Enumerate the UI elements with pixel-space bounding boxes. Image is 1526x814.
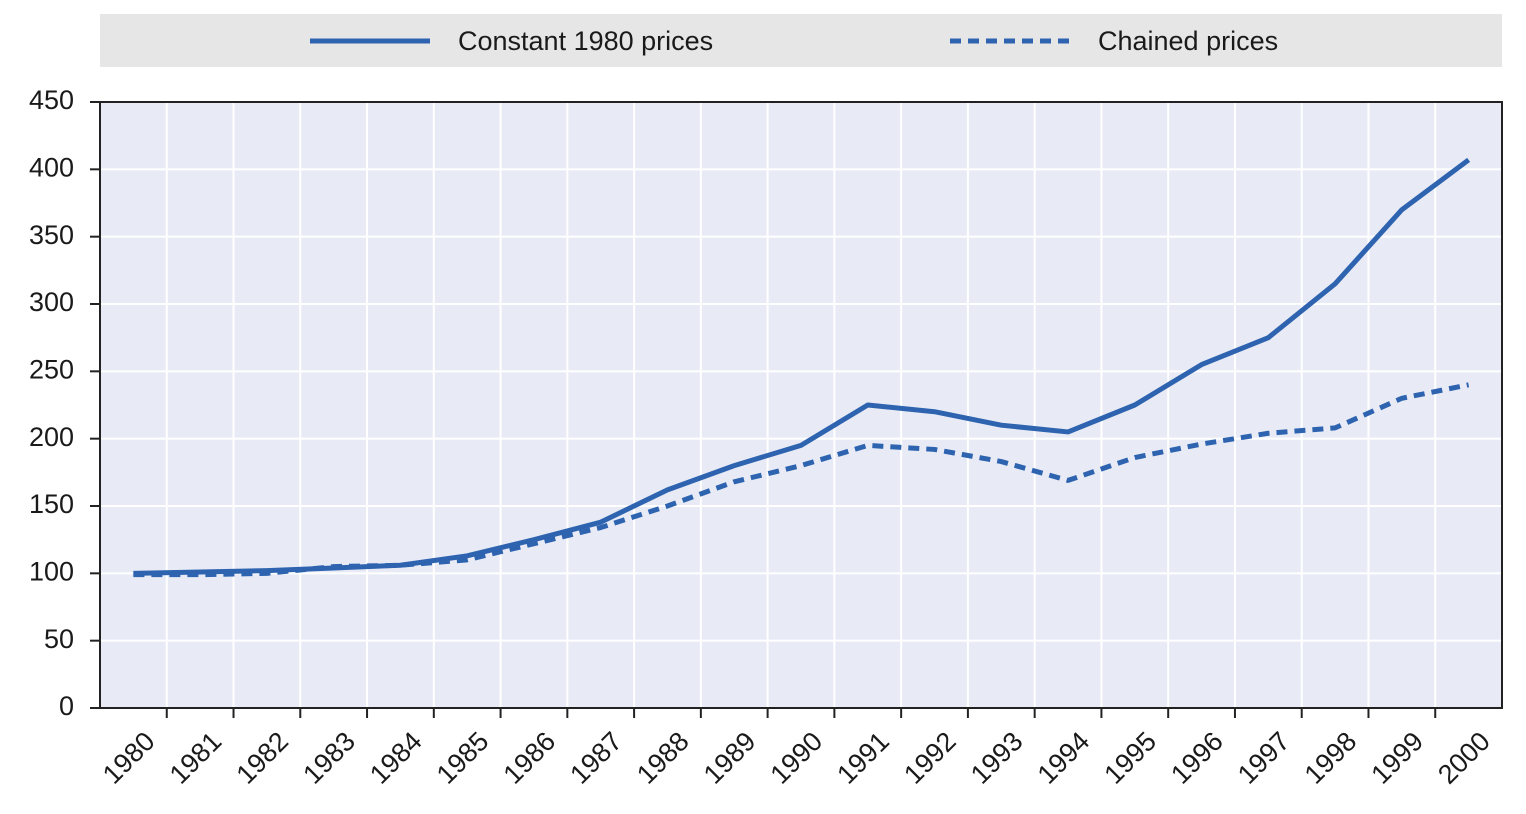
x-tick-label: 1994 [1032,726,1096,790]
x-tick-label: 2000 [1432,726,1496,790]
x-tick-label: 1985 [431,726,495,790]
y-tick-label: 50 [44,624,74,654]
plot-frame [99,101,1503,709]
x-tick-label: 1997 [1232,726,1296,790]
x-tick-label: 1999 [1365,726,1429,790]
x-tick-label: 1987 [564,726,628,790]
legend-label: Chained prices [1098,26,1278,56]
x-tick-label: 1989 [698,726,762,790]
x-tick-label: 1983 [297,726,361,790]
x-tick-label: 1995 [1098,726,1162,790]
line-series [133,382,1470,578]
x-tick-label: 1992 [898,726,962,790]
legend-label: Constant 1980 prices [458,26,713,56]
y-tick-label: 0 [59,691,74,721]
x-tick-label: 1998 [1299,726,1363,790]
x-tick-label: 1984 [364,726,428,790]
x-tick-label: 1996 [1165,726,1229,790]
plot-background [100,102,1502,708]
x-tick-label: 1988 [631,726,695,790]
y-tick-label: 450 [29,85,74,115]
y-tick-label: 250 [29,354,74,384]
x-tick-label: 1981 [164,726,228,790]
y-tick-label: 400 [29,152,74,182]
y-tick-label: 200 [29,422,74,452]
x-tick-label: 1982 [230,726,294,790]
x-tick-label: 1993 [965,726,1029,790]
y-tick-label: 100 [29,556,74,586]
x-tick-label: 1990 [765,726,829,790]
x-tick-label: 1980 [97,726,161,790]
x-tick-label: 1991 [831,726,895,790]
y-tick-label: 350 [29,220,74,250]
x-tick-label: 1986 [498,726,562,790]
y-tick-label: 150 [29,489,74,519]
y-tick-label: 300 [29,287,74,317]
